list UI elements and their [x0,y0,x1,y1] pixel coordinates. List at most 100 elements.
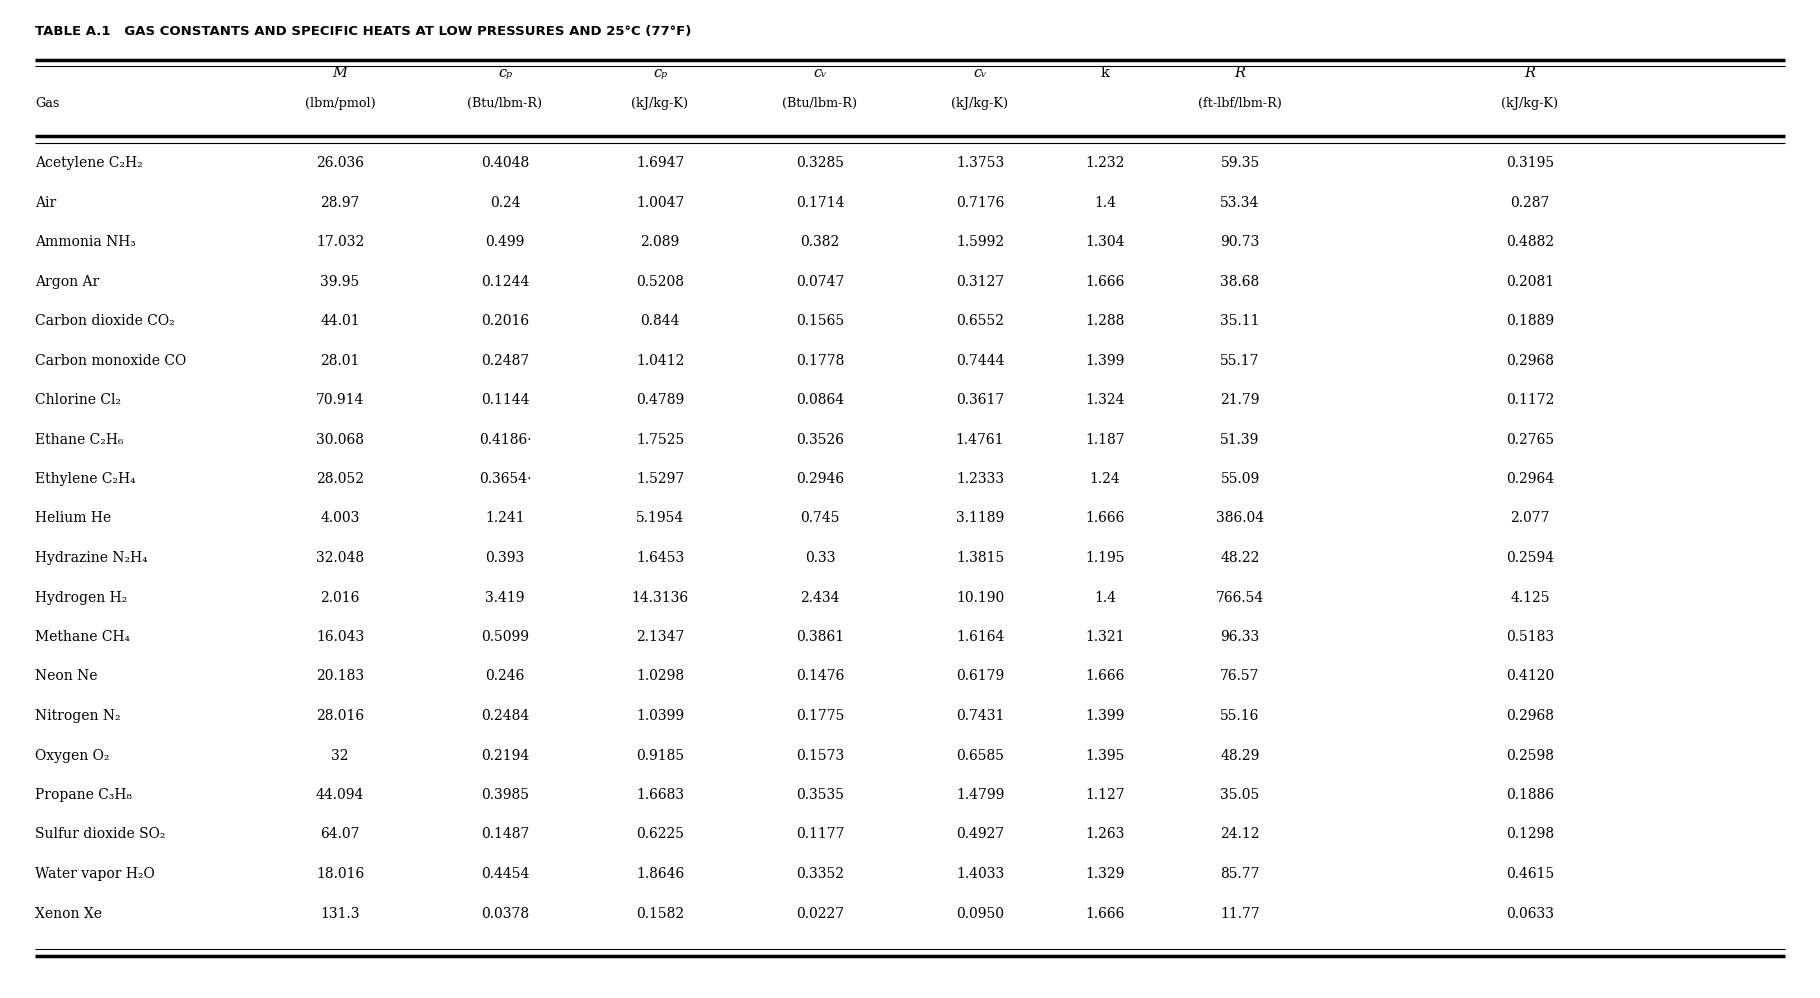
Text: cᵥ: cᵥ [974,66,986,80]
Text: 55.17: 55.17 [1219,353,1259,367]
Text: 0.2968: 0.2968 [1505,353,1554,367]
Text: 0.0378: 0.0378 [480,906,530,920]
Text: Methane CH₄: Methane CH₄ [35,630,129,644]
Text: 1.0399: 1.0399 [635,709,684,723]
Text: 0.1778: 0.1778 [795,353,844,367]
Text: 0.4454: 0.4454 [480,867,530,881]
Text: 0.6585: 0.6585 [956,748,1005,762]
Text: 0.7444: 0.7444 [956,353,1005,367]
Text: 10.190: 10.190 [956,591,1005,605]
Text: 0.745: 0.745 [801,512,839,526]
Text: 0.6552: 0.6552 [956,314,1005,328]
Text: 0.3285: 0.3285 [795,156,844,170]
Text: 0.1889: 0.1889 [1505,314,1554,328]
Text: 1.8646: 1.8646 [635,867,684,881]
Text: 39.95: 39.95 [320,274,360,288]
Text: 0.1565: 0.1565 [795,314,844,328]
Text: 1.4: 1.4 [1094,196,1116,210]
Text: cₚ: cₚ [653,66,668,80]
Text: 0.4927: 0.4927 [956,827,1005,841]
Text: 0.2946: 0.2946 [795,472,844,486]
Text: 1.127: 1.127 [1085,788,1125,802]
Text: 26.036: 26.036 [317,156,364,170]
Text: (kJ/kg-K): (kJ/kg-K) [952,97,1008,110]
Text: cₚ: cₚ [499,66,511,80]
Text: 0.3617: 0.3617 [956,393,1005,407]
Text: 0.1144: 0.1144 [480,393,530,407]
Text: 0.7176: 0.7176 [956,196,1005,210]
Text: (lbm/pmol): (lbm/pmol) [304,97,375,110]
Text: 32.048: 32.048 [317,551,364,565]
Text: 85.77: 85.77 [1219,867,1259,881]
Text: 53.34: 53.34 [1221,196,1259,210]
Text: 0.2964: 0.2964 [1505,472,1554,486]
Text: 1.6164: 1.6164 [956,630,1005,644]
Text: 0.499: 0.499 [486,235,524,249]
Text: 0.3127: 0.3127 [956,274,1005,288]
Text: 0.4882: 0.4882 [1505,235,1554,249]
Text: 1.5992: 1.5992 [956,235,1005,249]
Text: (Btu/lbm-R): (Btu/lbm-R) [783,97,857,110]
Text: 1.395: 1.395 [1085,748,1125,762]
Text: 14.3136: 14.3136 [632,591,688,605]
Text: 0.1244: 0.1244 [480,274,530,288]
Text: 0.1476: 0.1476 [795,670,844,684]
Text: 0.6225: 0.6225 [635,827,684,841]
Text: Oxygen O₂: Oxygen O₂ [35,748,109,762]
Text: Nitrogen N₂: Nitrogen N₂ [35,709,120,723]
Text: 59.35: 59.35 [1221,156,1259,170]
Text: 4.125: 4.125 [1511,591,1551,605]
Text: 0.382: 0.382 [801,235,839,249]
Text: 1.329: 1.329 [1085,867,1125,881]
Text: 2.077: 2.077 [1511,512,1551,526]
Text: 1.241: 1.241 [486,512,524,526]
Text: 1.666: 1.666 [1085,274,1125,288]
Text: 0.0950: 0.0950 [956,906,1005,920]
Text: Argon Ar: Argon Ar [35,274,100,288]
Text: Sulfur dioxide SO₂: Sulfur dioxide SO₂ [35,827,166,841]
Text: 44.094: 44.094 [317,788,364,802]
Text: 0.2016: 0.2016 [480,314,530,328]
Text: 131.3: 131.3 [320,906,360,920]
Text: 0.5099: 0.5099 [480,630,530,644]
Text: 0.3535: 0.3535 [795,788,844,802]
Text: 32: 32 [331,748,349,762]
Text: Water vapor H₂O: Water vapor H₂O [35,867,155,881]
Text: 48.22: 48.22 [1221,551,1259,565]
Text: 1.6683: 1.6683 [635,788,684,802]
Text: 1.187: 1.187 [1085,432,1125,446]
Text: 0.4789: 0.4789 [635,393,684,407]
Text: 1.0298: 1.0298 [635,670,684,684]
Text: 2.089: 2.089 [641,235,679,249]
Text: Ethane C₂H₆: Ethane C₂H₆ [35,432,124,446]
Text: 38.68: 38.68 [1221,274,1259,288]
Text: cᵥ: cᵥ [814,66,826,80]
Text: 0.2598: 0.2598 [1505,748,1554,762]
Text: 20.183: 20.183 [317,670,364,684]
Text: 0.1177: 0.1177 [795,827,844,841]
Text: R: R [1234,66,1245,80]
Text: 1.24: 1.24 [1090,472,1121,486]
Text: 0.4048: 0.4048 [480,156,530,170]
Text: 1.4: 1.4 [1094,591,1116,605]
Text: 5.1954: 5.1954 [635,512,684,526]
Text: Carbon dioxide CO₂: Carbon dioxide CO₂ [35,314,175,328]
Text: 1.7525: 1.7525 [635,432,684,446]
Text: 0.2968: 0.2968 [1505,709,1554,723]
Text: 0.2594: 0.2594 [1505,551,1554,565]
Text: 0.4120: 0.4120 [1505,670,1554,684]
Text: 0.9185: 0.9185 [635,748,684,762]
Text: 1.321: 1.321 [1085,630,1125,644]
Text: 0.0864: 0.0864 [795,393,844,407]
Text: 3.419: 3.419 [486,591,524,605]
Text: 28.01: 28.01 [320,353,360,367]
Text: 2.434: 2.434 [801,591,839,605]
Text: 18.016: 18.016 [317,867,364,881]
Text: 0.4615: 0.4615 [1505,867,1554,881]
Text: 1.666: 1.666 [1085,670,1125,684]
Text: 0.3985: 0.3985 [480,788,530,802]
Text: 0.3195: 0.3195 [1505,156,1554,170]
Text: Propane C₃H₈: Propane C₃H₈ [35,788,131,802]
Text: 16.043: 16.043 [317,630,364,644]
Text: 0.1582: 0.1582 [635,906,684,920]
